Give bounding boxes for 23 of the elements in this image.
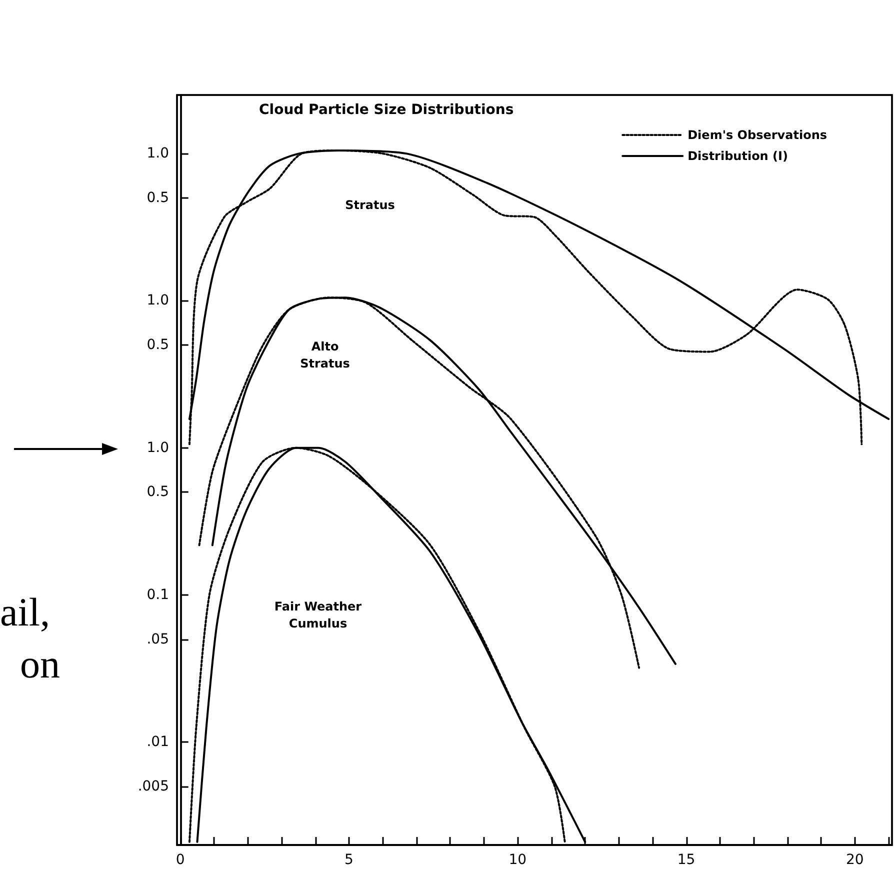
text: on [20, 642, 60, 686]
annotation: Stratus [345, 198, 395, 212]
x-tick-label: 20 [846, 852, 864, 868]
y-tick-label: .01 [146, 734, 169, 750]
x-tick-label: 0 [176, 852, 185, 868]
y-tick-label: 1.0 [146, 292, 169, 309]
legend-label: Diem's Observations [688, 128, 828, 142]
y-tick-label: 0.1 [146, 587, 169, 603]
text: Cloud Particle Size Distributions [259, 102, 514, 118]
y-tick-label: 1.0 [146, 146, 169, 162]
x-tick-label: 5 [344, 852, 354, 868]
y-tick-label: 0.5 [146, 484, 169, 500]
y-tick-label: 0.5 [146, 337, 169, 353]
y-tick-label: 1.0 [146, 440, 169, 456]
y-tick-label: 0.5 [146, 190, 169, 206]
x-tick-label: 15 [677, 852, 696, 868]
legend-label: Distribution (I) [688, 149, 788, 163]
text: ail, [0, 590, 50, 634]
annotation: Alto Stratus [300, 340, 350, 370]
y-tick-label: .05 [146, 631, 169, 648]
x-tick-label: 10 [508, 852, 527, 868]
y-tick-label: .005 [138, 778, 169, 794]
annotation: Fair Weather Cumulus [274, 600, 362, 630]
